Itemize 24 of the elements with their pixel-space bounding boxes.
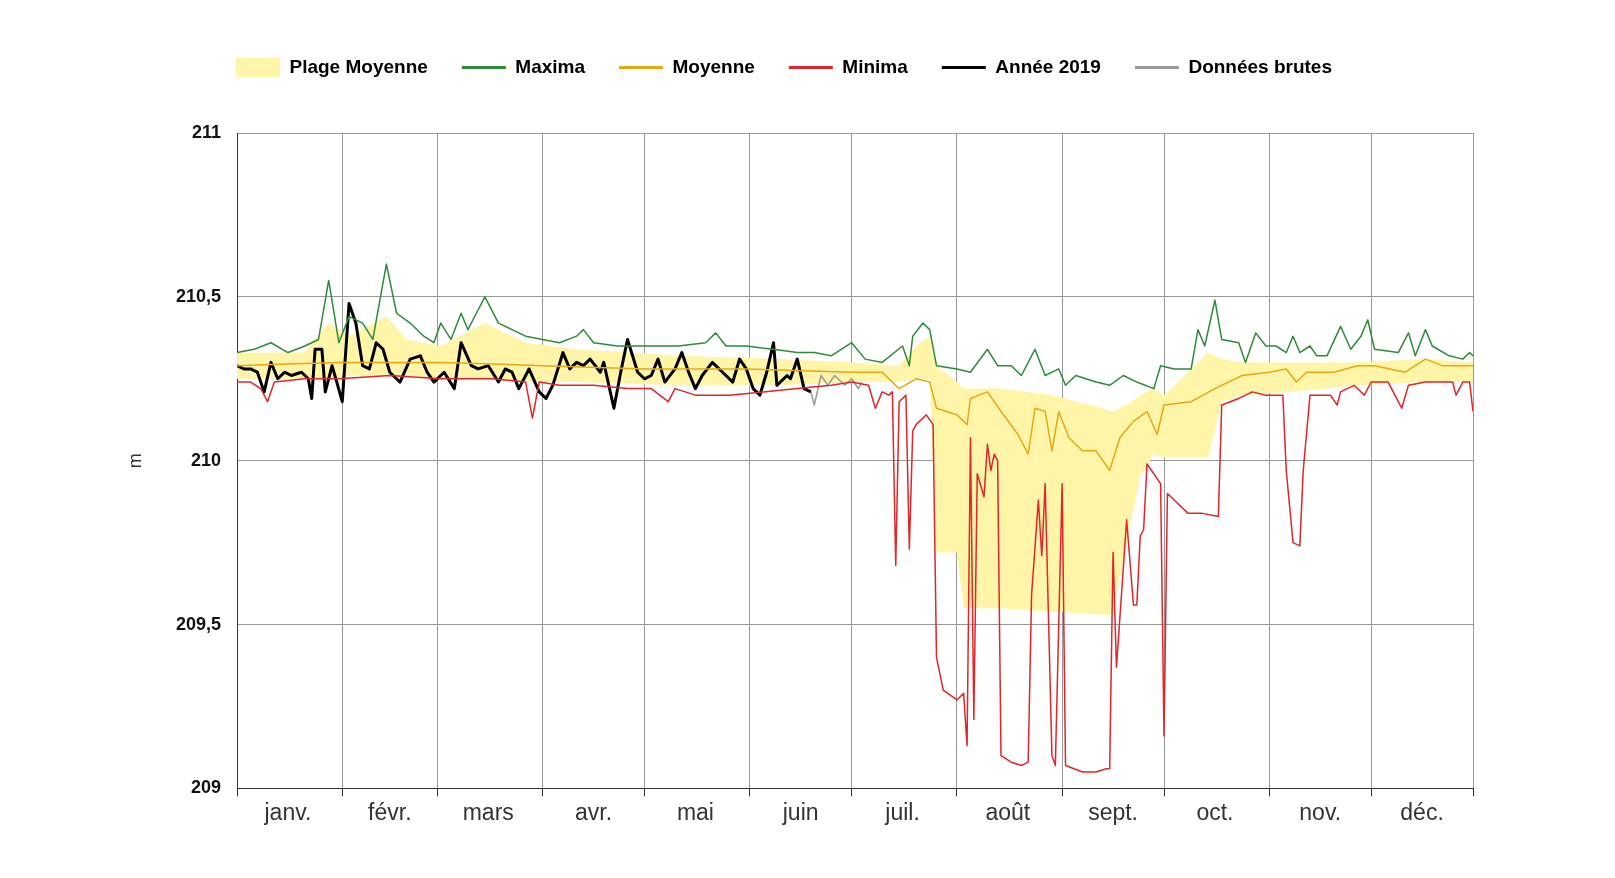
legend-label: Moyenne	[672, 55, 755, 77]
y-tick-label: 210,5	[175, 285, 221, 306]
x-tick-label: févr.	[368, 798, 412, 825]
y-tick-label: 210	[190, 449, 221, 470]
x-tick-label: mars	[462, 798, 514, 825]
x-tick-label: avr.	[575, 798, 613, 825]
x-tick-label: déc.	[1400, 798, 1444, 825]
legend-label: Année 2019	[995, 55, 1101, 77]
legend-label: Maxima	[515, 55, 586, 77]
y-tick-label: 211	[191, 121, 221, 142]
y-tick-label: 209	[190, 777, 221, 798]
y-axis-title: m	[124, 453, 145, 469]
legend-label: Données brutes	[1188, 55, 1333, 77]
x-tick-label: oct.	[1196, 798, 1234, 825]
x-tick-label: mai	[676, 798, 714, 825]
legend-label: Minima	[842, 55, 909, 77]
x-tick-label: juin	[781, 798, 819, 825]
x-tick-label: août	[985, 798, 1031, 825]
x-tick-label: janv.	[263, 798, 312, 825]
x-tick-label: nov.	[1299, 798, 1342, 825]
x-tick-label: juil.	[884, 798, 920, 825]
x-tick-label: sept.	[1088, 798, 1138, 825]
y-tick-label: 209,5	[175, 613, 221, 634]
legend-label: Plage Moyenne	[289, 55, 428, 77]
